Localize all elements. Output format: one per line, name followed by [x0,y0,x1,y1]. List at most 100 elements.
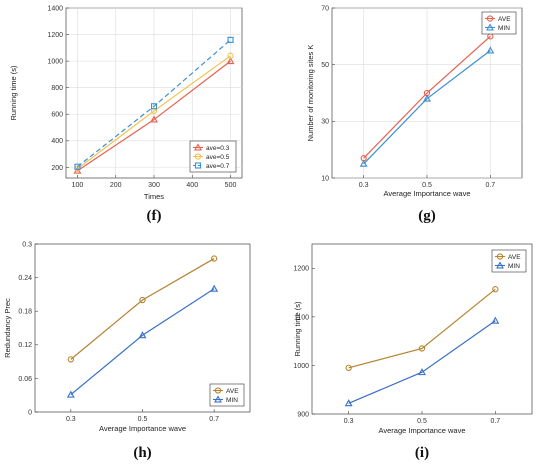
legend-marker [486,15,494,22]
panel-caption: (i) [415,445,429,461]
legend-marker [214,395,222,403]
legend-marker [486,23,494,31]
x-tick-label: 300 [148,182,160,189]
x-tick-label: 0.5 [417,418,427,425]
y-tick-label: 1000 [293,363,309,370]
chart-i: 900 1000 1100 1200 0.3 0.5 0.7 Average Importan… [293,243,533,461]
data-point [491,316,500,324]
chart-h: 0 0.06 0.12 0.18 0.24 0.3 0.3 0.5 0.7 Average Imp… [3,241,251,461]
x-axis-label: Average Importance wave [379,426,466,435]
legend-label: AVE [226,388,239,395]
series-line-MIN [70,288,215,396]
y-axis-label: Redundancy Prec [3,298,12,358]
data-point [344,399,353,407]
legend-box [481,11,517,35]
series-line-AVE [348,288,496,369]
data-point [227,52,234,59]
panel-caption: (f) [147,208,162,224]
data-point [66,390,75,398]
x-axis-label: Average Importance wave [99,424,186,433]
x-tick-label: 0.7 [209,416,219,423]
y-tick-label: 0.3 [22,241,32,248]
data-point [227,36,234,43]
legend-label: MIN [508,263,520,270]
series-line-MIN [348,320,496,404]
legend-marker [194,153,202,160]
series-line-ave=0.3 [77,60,231,172]
chart-g: 10 30 50 70 0.3 0.5 0.7 Average Importance wave… [306,5,523,224]
chart-f: 200 400 600 800 1000 1200 1400 100 200 300 400 500 T… [9,5,243,224]
legend-box [209,383,245,407]
y-tick-label: 1200 [47,32,63,39]
legend-label: MIN [498,25,510,32]
x-tick-label: 0.7 [485,182,495,189]
x-tick-label: 0.3 [359,182,369,189]
y-tick-label: 0.12 [18,342,32,349]
legend-marker [194,143,202,151]
y-tick-label: 0.06 [18,376,32,383]
data-point [150,115,158,123]
data-point [345,364,352,372]
y-tick-label: 1100 [294,314,309,321]
x-tick-label: 0.3 [66,416,76,423]
data-point [486,46,495,54]
x-tick-label: 0.5 [138,416,148,423]
y-axis-label: Running time (s) [293,301,302,357]
legend: AVE MIN [209,383,245,407]
data-point [211,255,218,262]
legend-marker [496,253,504,260]
x-axis-label: Times [144,192,164,201]
y-tick-label: 900 [297,411,309,418]
panel-caption: (h) [133,445,151,461]
x-tick-label: 0.3 [344,418,354,425]
x-tick-label: 0.7 [490,418,500,425]
legend-box [491,249,527,273]
legend-marker [194,162,202,169]
legend-label: MIN [226,397,238,404]
y-tick-label: 400 [51,138,63,145]
y-tick-label: 30 [321,119,329,126]
series-line-AVE [70,258,215,360]
data-point [150,103,158,110]
legend-label: ave=0.5 [206,154,230,161]
data-point [418,368,426,376]
y-tick-label: 200 [51,165,63,172]
y-tick-label: 70 [321,5,329,12]
x-tick-label: 0.5 [422,182,432,189]
y-tick-label: 1400 [47,5,63,12]
panel-caption: (g) [418,208,436,224]
x-tick-label: 100 [72,182,84,189]
data-point [423,94,431,102]
legend: ave=0.3 ave=0.5 ave=0.7 [189,140,237,173]
series-line-ave=0.7 [77,39,231,168]
x-tick-label: 400 [186,182,198,189]
legend: AVE MIN [491,249,527,273]
y-axis-label: Running time (s) [9,65,18,121]
data-point [139,296,146,304]
x-tick-label: 500 [225,182,237,189]
legend-label: ave=0.3 [206,145,230,152]
legend: AVE MIN [481,11,517,35]
legend-marker [496,261,504,269]
y-tick-label: 1000 [47,59,63,66]
plot-area [311,243,533,415]
y-tick-label: 10 [321,175,329,182]
y-axis-label: Number of monitoring sites K [306,45,315,142]
y-tick-label: 0.24 [18,275,32,282]
series-line-AVE [363,35,491,159]
data-point [74,163,81,170]
data-point [67,356,74,363]
y-tick-label: 0 [28,409,32,416]
data-point [226,56,235,65]
y-tick-label: 800 [51,85,63,92]
y-tick-label: 600 [51,112,63,119]
data-point [359,159,368,167]
series-line-ave=0.5 [77,55,231,170]
data-point [492,286,499,293]
legend-label: AVE [508,254,521,261]
y-tick-label: 0.18 [18,309,32,316]
data-point [210,284,219,292]
legend-marker [214,387,222,394]
data-point [418,345,426,352]
